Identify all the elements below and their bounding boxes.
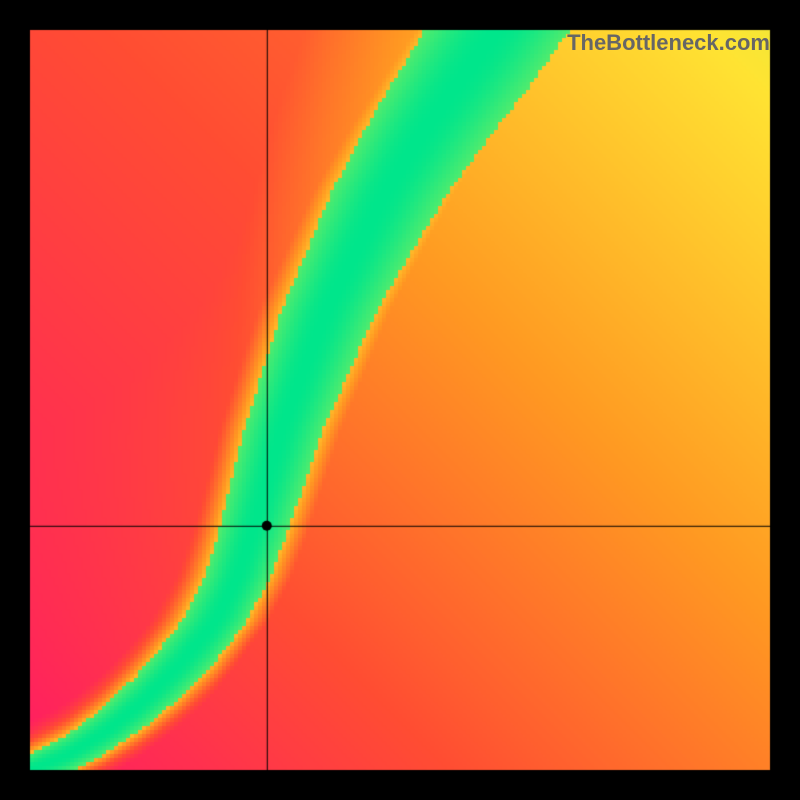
chart-container: TheBottleneck.com: [0, 0, 800, 800]
bottleneck-heatmap: [0, 0, 800, 800]
